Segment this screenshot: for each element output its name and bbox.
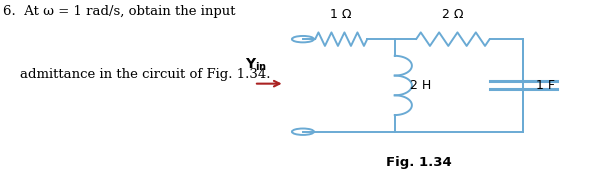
Text: 2 Ω: 2 Ω [442, 8, 464, 21]
Text: 2 H: 2 H [410, 79, 431, 92]
Text: Fig. 1.34: Fig. 1.34 [386, 156, 452, 169]
Text: admittance in the circuit of Fig. 1.34.: admittance in the circuit of Fig. 1.34. [3, 68, 271, 81]
Text: 1 Ω: 1 Ω [330, 8, 352, 21]
Text: 1 F: 1 F [536, 79, 554, 92]
Text: $\mathbf{Y}_{\mathbf{in}}$: $\mathbf{Y}_{\mathbf{in}}$ [245, 57, 267, 73]
Text: 6.  At ω = 1 rad/s, obtain the input: 6. At ω = 1 rad/s, obtain the input [3, 5, 236, 18]
